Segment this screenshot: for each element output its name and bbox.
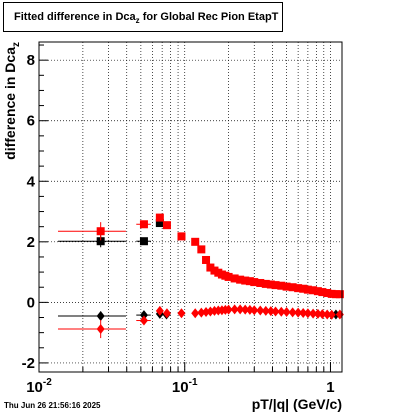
data-point-diamond xyxy=(224,304,233,315)
data-point-square xyxy=(202,255,211,264)
data-series-1 xyxy=(57,219,164,248)
data-point-diamond xyxy=(288,307,297,318)
y-tick-label: -2 xyxy=(22,355,35,372)
y-tick-label: 0 xyxy=(27,294,35,311)
data-point-diamond xyxy=(261,305,270,316)
data-point-diamond xyxy=(162,308,171,319)
x-tick-label-exponent: -2 xyxy=(43,377,52,388)
data-series-3 xyxy=(57,213,344,299)
data-point-diamond xyxy=(282,307,291,318)
y-axis-title-main: difference in Dca xyxy=(2,47,18,160)
data-point-diamond xyxy=(96,324,105,335)
x-tick-label: 10-2 xyxy=(26,377,52,396)
data-point-diamond xyxy=(303,308,312,319)
data-markers xyxy=(57,213,344,339)
data-point-diamond xyxy=(327,309,336,320)
data-point-square xyxy=(288,283,297,292)
data-point-square xyxy=(323,288,332,297)
data-point-diamond xyxy=(294,307,303,318)
data-point-square xyxy=(155,213,164,222)
data-point-square xyxy=(327,289,336,298)
data-point-square xyxy=(335,290,344,299)
data-point-square xyxy=(271,281,280,290)
x-tick-label-exponent: -1 xyxy=(189,377,198,388)
data-point-square xyxy=(191,237,200,246)
data-point-square xyxy=(282,282,291,291)
y-tick-label: 2 xyxy=(27,234,35,251)
data-point-diamond xyxy=(318,309,327,320)
data-point-diamond xyxy=(155,305,164,316)
data-point-square xyxy=(224,272,233,281)
data-point-square xyxy=(309,286,318,295)
data-point-diamond xyxy=(197,307,206,318)
chart-title: Fitted difference in Dcaz for Global Rec… xyxy=(3,2,283,32)
data-point-diamond xyxy=(230,304,239,315)
data-point-square xyxy=(303,285,312,294)
data-point-square xyxy=(266,280,275,289)
data-point-square xyxy=(241,276,250,285)
data-point-square xyxy=(277,281,286,290)
plot-frame xyxy=(38,41,343,373)
data-point-square xyxy=(230,274,239,283)
data-point-square xyxy=(236,275,245,284)
chart-title-suffix: for Global Rec Pion EtapT xyxy=(139,11,279,23)
data-point-square xyxy=(197,245,206,254)
data-point-diamond xyxy=(256,305,265,316)
data-point-diamond xyxy=(277,306,286,317)
x-tick-label-base: 10 xyxy=(26,379,43,396)
data-point-diamond xyxy=(236,304,245,315)
x-tick-label: 10-1 xyxy=(172,377,198,396)
timestamp-footer: Thu Jun 26 21:56:16 2025 xyxy=(4,401,101,410)
data-point-square xyxy=(139,220,148,229)
data-point-square xyxy=(250,278,259,287)
data-point-square xyxy=(206,263,215,272)
chart-title-subscript: z xyxy=(135,16,140,25)
data-point-square xyxy=(261,279,270,288)
y-tick-label: 8 xyxy=(27,52,35,69)
x-tick-label-base: 1 xyxy=(326,379,334,396)
data-point-square xyxy=(96,227,105,236)
grid-lines xyxy=(39,42,342,372)
data-point-square xyxy=(245,277,254,286)
data-point-diamond xyxy=(96,310,105,321)
data-point-square xyxy=(96,237,105,246)
data-point-square xyxy=(256,278,265,287)
data-point-diamond xyxy=(323,309,332,320)
x-tick-label-base: 10 xyxy=(172,379,189,396)
data-point-diamond xyxy=(271,306,280,317)
data-point-square xyxy=(155,219,164,228)
data-point-square xyxy=(139,237,148,246)
data-point-square xyxy=(299,284,308,293)
chart-title-prefix: Fitted difference in Dca xyxy=(14,11,136,23)
y-axis-title: difference in Dcaz xyxy=(2,42,22,160)
data-point-square xyxy=(294,284,303,293)
data-point-diamond xyxy=(250,305,259,316)
data-point-square xyxy=(318,288,327,297)
data-point-square xyxy=(177,232,186,241)
data-series-4 xyxy=(57,304,344,339)
x-axis-title: pT/|q| (GeV/c) xyxy=(252,396,342,412)
data-point-diamond xyxy=(177,308,186,319)
data-point-diamond xyxy=(309,308,318,319)
data-point-diamond xyxy=(299,307,308,318)
data-point-square xyxy=(313,287,322,296)
data-point-diamond xyxy=(139,310,148,321)
data-point-square xyxy=(162,221,171,230)
data-point-diamond xyxy=(241,304,250,315)
y-tick-label: 6 xyxy=(27,113,35,130)
y-tick-label: 4 xyxy=(27,173,36,190)
data-point-diamond xyxy=(191,308,200,319)
data-point-diamond xyxy=(266,306,275,317)
x-tick-label: 1 xyxy=(326,379,334,396)
y-axis-title-subscript: z xyxy=(11,42,22,47)
data-point-diamond xyxy=(245,304,254,315)
data-point-diamond xyxy=(313,308,322,319)
data-point-diamond xyxy=(139,315,148,326)
